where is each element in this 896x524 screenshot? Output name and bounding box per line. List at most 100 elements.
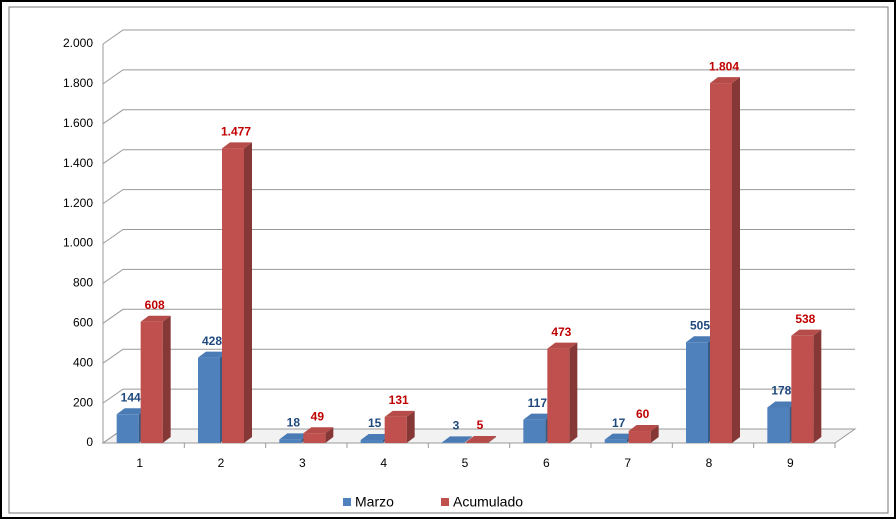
y-tick-label: 2.000 <box>63 36 93 50</box>
bar-group <box>466 436 496 443</box>
bar-top <box>116 408 147 415</box>
x-tick-label: 5 <box>462 456 469 470</box>
bar-top <box>279 433 310 440</box>
y-tick-label: 1.800 <box>63 76 93 90</box>
bar <box>303 433 326 443</box>
value-label: 131 <box>389 393 409 407</box>
y-tick-label: 200 <box>73 395 93 409</box>
bar-top <box>140 315 171 322</box>
bar <box>628 431 651 443</box>
bar-top <box>604 433 635 440</box>
bar-group <box>628 425 659 443</box>
grid-line <box>102 268 855 284</box>
bar-top <box>222 142 252 149</box>
bar-group <box>222 142 252 443</box>
value-label: 117 <box>528 396 548 410</box>
bar <box>604 439 627 443</box>
grid-line <box>102 149 855 165</box>
value-label: 1.477 <box>221 125 251 139</box>
bar <box>222 148 244 443</box>
x-tick-label: 1 <box>136 456 143 470</box>
bar-top <box>466 436 496 443</box>
value-label: 608 <box>145 298 165 312</box>
value-label: 49 <box>311 409 325 423</box>
bar-side <box>325 427 334 443</box>
bar-top <box>303 427 334 434</box>
bar-side <box>244 142 252 443</box>
bar-top <box>686 336 716 343</box>
grid-line <box>102 388 855 404</box>
bar-top <box>198 351 228 358</box>
bar-group <box>140 315 171 443</box>
bar-side <box>732 77 740 444</box>
value-label: 3 <box>453 419 460 433</box>
bar <box>360 440 383 443</box>
bar-top <box>710 77 740 84</box>
bar <box>547 348 570 443</box>
bar-group <box>547 342 578 443</box>
grid-line <box>102 348 855 364</box>
value-label: 15 <box>368 416 382 430</box>
bar <box>710 83 732 444</box>
x-tick-label: 8 <box>706 456 713 470</box>
y-tick-label: 600 <box>73 315 93 329</box>
value-label: 144 <box>121 390 141 404</box>
bar-group <box>791 329 822 443</box>
value-label: 1.804 <box>709 59 739 73</box>
bar <box>466 442 488 443</box>
x-tick-label: 9 <box>787 456 794 470</box>
bar-top <box>628 425 659 432</box>
value-label: 473 <box>551 325 571 339</box>
bar-side <box>569 342 578 443</box>
bar <box>198 357 220 443</box>
grid-line <box>102 189 855 205</box>
bar-top <box>384 410 415 417</box>
value-label: 538 <box>795 312 815 326</box>
grid-line <box>102 308 855 324</box>
bar <box>442 442 464 443</box>
bar-side <box>650 425 659 443</box>
bar <box>791 335 814 443</box>
bar <box>384 416 407 443</box>
value-label: 505 <box>690 318 710 332</box>
legend-label: Acumulado <box>453 494 523 510</box>
bar-top <box>523 413 554 420</box>
grid-line <box>102 109 855 125</box>
bar-side <box>488 436 496 443</box>
bar <box>140 321 163 443</box>
y-tick-label: 1.400 <box>63 156 93 170</box>
bar-top <box>442 436 472 443</box>
bar-group <box>442 436 472 443</box>
x-tick-label: 6 <box>543 456 550 470</box>
y-tick-label: 1.200 <box>63 196 93 210</box>
grid-line <box>102 229 855 244</box>
y-tick-label: 400 <box>73 355 93 369</box>
value-label: 5 <box>477 418 484 432</box>
bar-side <box>464 436 472 443</box>
legend-swatch <box>343 498 351 506</box>
grid-line <box>102 69 855 85</box>
value-label: 17 <box>612 416 626 430</box>
bar <box>523 419 546 443</box>
bar <box>686 342 708 443</box>
bar-top <box>767 401 798 408</box>
x-tick-label: 4 <box>380 456 387 470</box>
bar-side <box>406 410 415 443</box>
bar-group <box>384 410 415 443</box>
bar <box>116 414 139 443</box>
value-label: 60 <box>636 407 650 421</box>
value-label: 18 <box>287 416 301 430</box>
x-tick-label: 2 <box>218 456 225 470</box>
legend-label: Marzo <box>355 494 394 510</box>
y-tick-label: 1.600 <box>63 116 93 130</box>
bar-side <box>813 329 822 443</box>
bar-group <box>303 427 334 443</box>
bar-group <box>710 77 740 444</box>
y-tick-label: 1.000 <box>63 236 93 250</box>
bar-top <box>791 329 822 336</box>
x-tick-label: 3 <box>299 456 306 470</box>
bar-top <box>360 434 391 441</box>
bar-top <box>547 342 578 349</box>
bar-side <box>162 315 171 443</box>
